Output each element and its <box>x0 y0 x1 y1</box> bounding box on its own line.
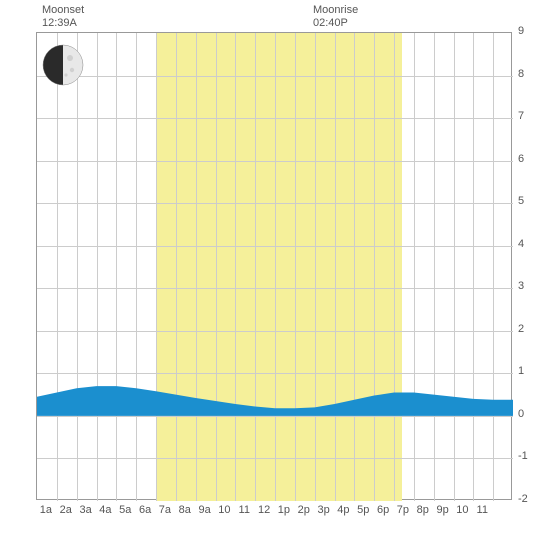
y-axis-label: 4 <box>518 238 538 250</box>
y-axis-label: -2 <box>518 493 538 505</box>
moonrise-title: Moonrise <box>313 4 358 17</box>
x-axis-label: 1a <box>36 504 56 516</box>
x-axis-label: 5a <box>115 504 135 516</box>
x-axis-label: 7a <box>155 504 175 516</box>
tide-chart: Moonset 12:39A Moonrise 02:40P -2-101234… <box>0 0 550 550</box>
moonrise-time: 02:40P <box>313 17 358 30</box>
x-axis-label: 10 <box>214 504 234 516</box>
y-axis-label: 7 <box>518 110 538 122</box>
x-axis-label: 1p <box>274 504 294 516</box>
y-axis-label: -1 <box>518 450 538 462</box>
y-axis-label: 1 <box>518 365 538 377</box>
x-axis-label: 12 <box>254 504 274 516</box>
x-axis-label: 8p <box>413 504 433 516</box>
x-axis-label: 3p <box>314 504 334 516</box>
y-axis-label: 8 <box>518 68 538 80</box>
x-axis-label: 11 <box>234 504 254 516</box>
x-axis-label: 4p <box>333 504 353 516</box>
moonset-title: Moonset <box>42 4 84 17</box>
moon-phase-icon <box>42 44 84 86</box>
x-axis-label: 9a <box>195 504 215 516</box>
x-axis-label: 7p <box>393 504 413 516</box>
x-axis-label: 6a <box>135 504 155 516</box>
y-axis-label: 6 <box>518 153 538 165</box>
moonrise-label: Moonrise 02:40P <box>313 4 358 30</box>
y-axis-label: 0 <box>518 408 538 420</box>
x-axis-label: 10 <box>452 504 472 516</box>
tide-area <box>37 33 513 501</box>
y-axis-label: 3 <box>518 280 538 292</box>
y-axis-label: 2 <box>518 323 538 335</box>
moonset-label: Moonset 12:39A <box>42 4 84 30</box>
y-axis-label: 5 <box>518 195 538 207</box>
x-axis-label: 2p <box>294 504 314 516</box>
x-axis-label: 3a <box>76 504 96 516</box>
moonset-time: 12:39A <box>42 17 84 30</box>
x-axis-label: 11 <box>472 504 492 516</box>
plot-area <box>36 32 512 500</box>
x-axis-label: 4a <box>95 504 115 516</box>
y-axis-label: 9 <box>518 25 538 37</box>
x-axis-label: 9p <box>433 504 453 516</box>
x-axis-label: 2a <box>56 504 76 516</box>
x-axis-label: 8a <box>175 504 195 516</box>
x-axis-label: 5p <box>353 504 373 516</box>
x-axis-label: 6p <box>373 504 393 516</box>
